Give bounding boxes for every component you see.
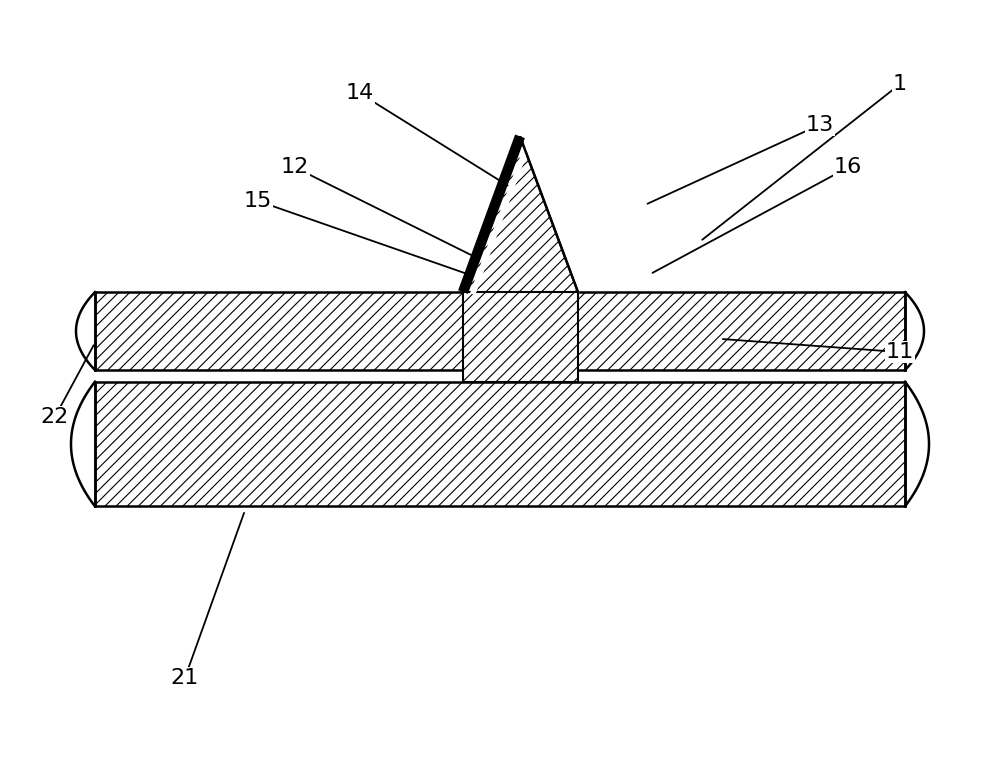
Text: 15: 15 (244, 191, 272, 211)
Text: 1: 1 (893, 74, 907, 94)
Text: 11: 11 (886, 342, 914, 362)
Text: 16: 16 (834, 157, 862, 178)
Text: 21: 21 (171, 668, 199, 688)
Polygon shape (95, 382, 905, 506)
Polygon shape (463, 292, 578, 382)
Text: 13: 13 (806, 115, 834, 135)
Text: 22: 22 (41, 407, 69, 427)
Polygon shape (95, 292, 905, 370)
Text: 14: 14 (346, 83, 374, 104)
Polygon shape (463, 136, 578, 292)
Text: 12: 12 (281, 157, 309, 178)
